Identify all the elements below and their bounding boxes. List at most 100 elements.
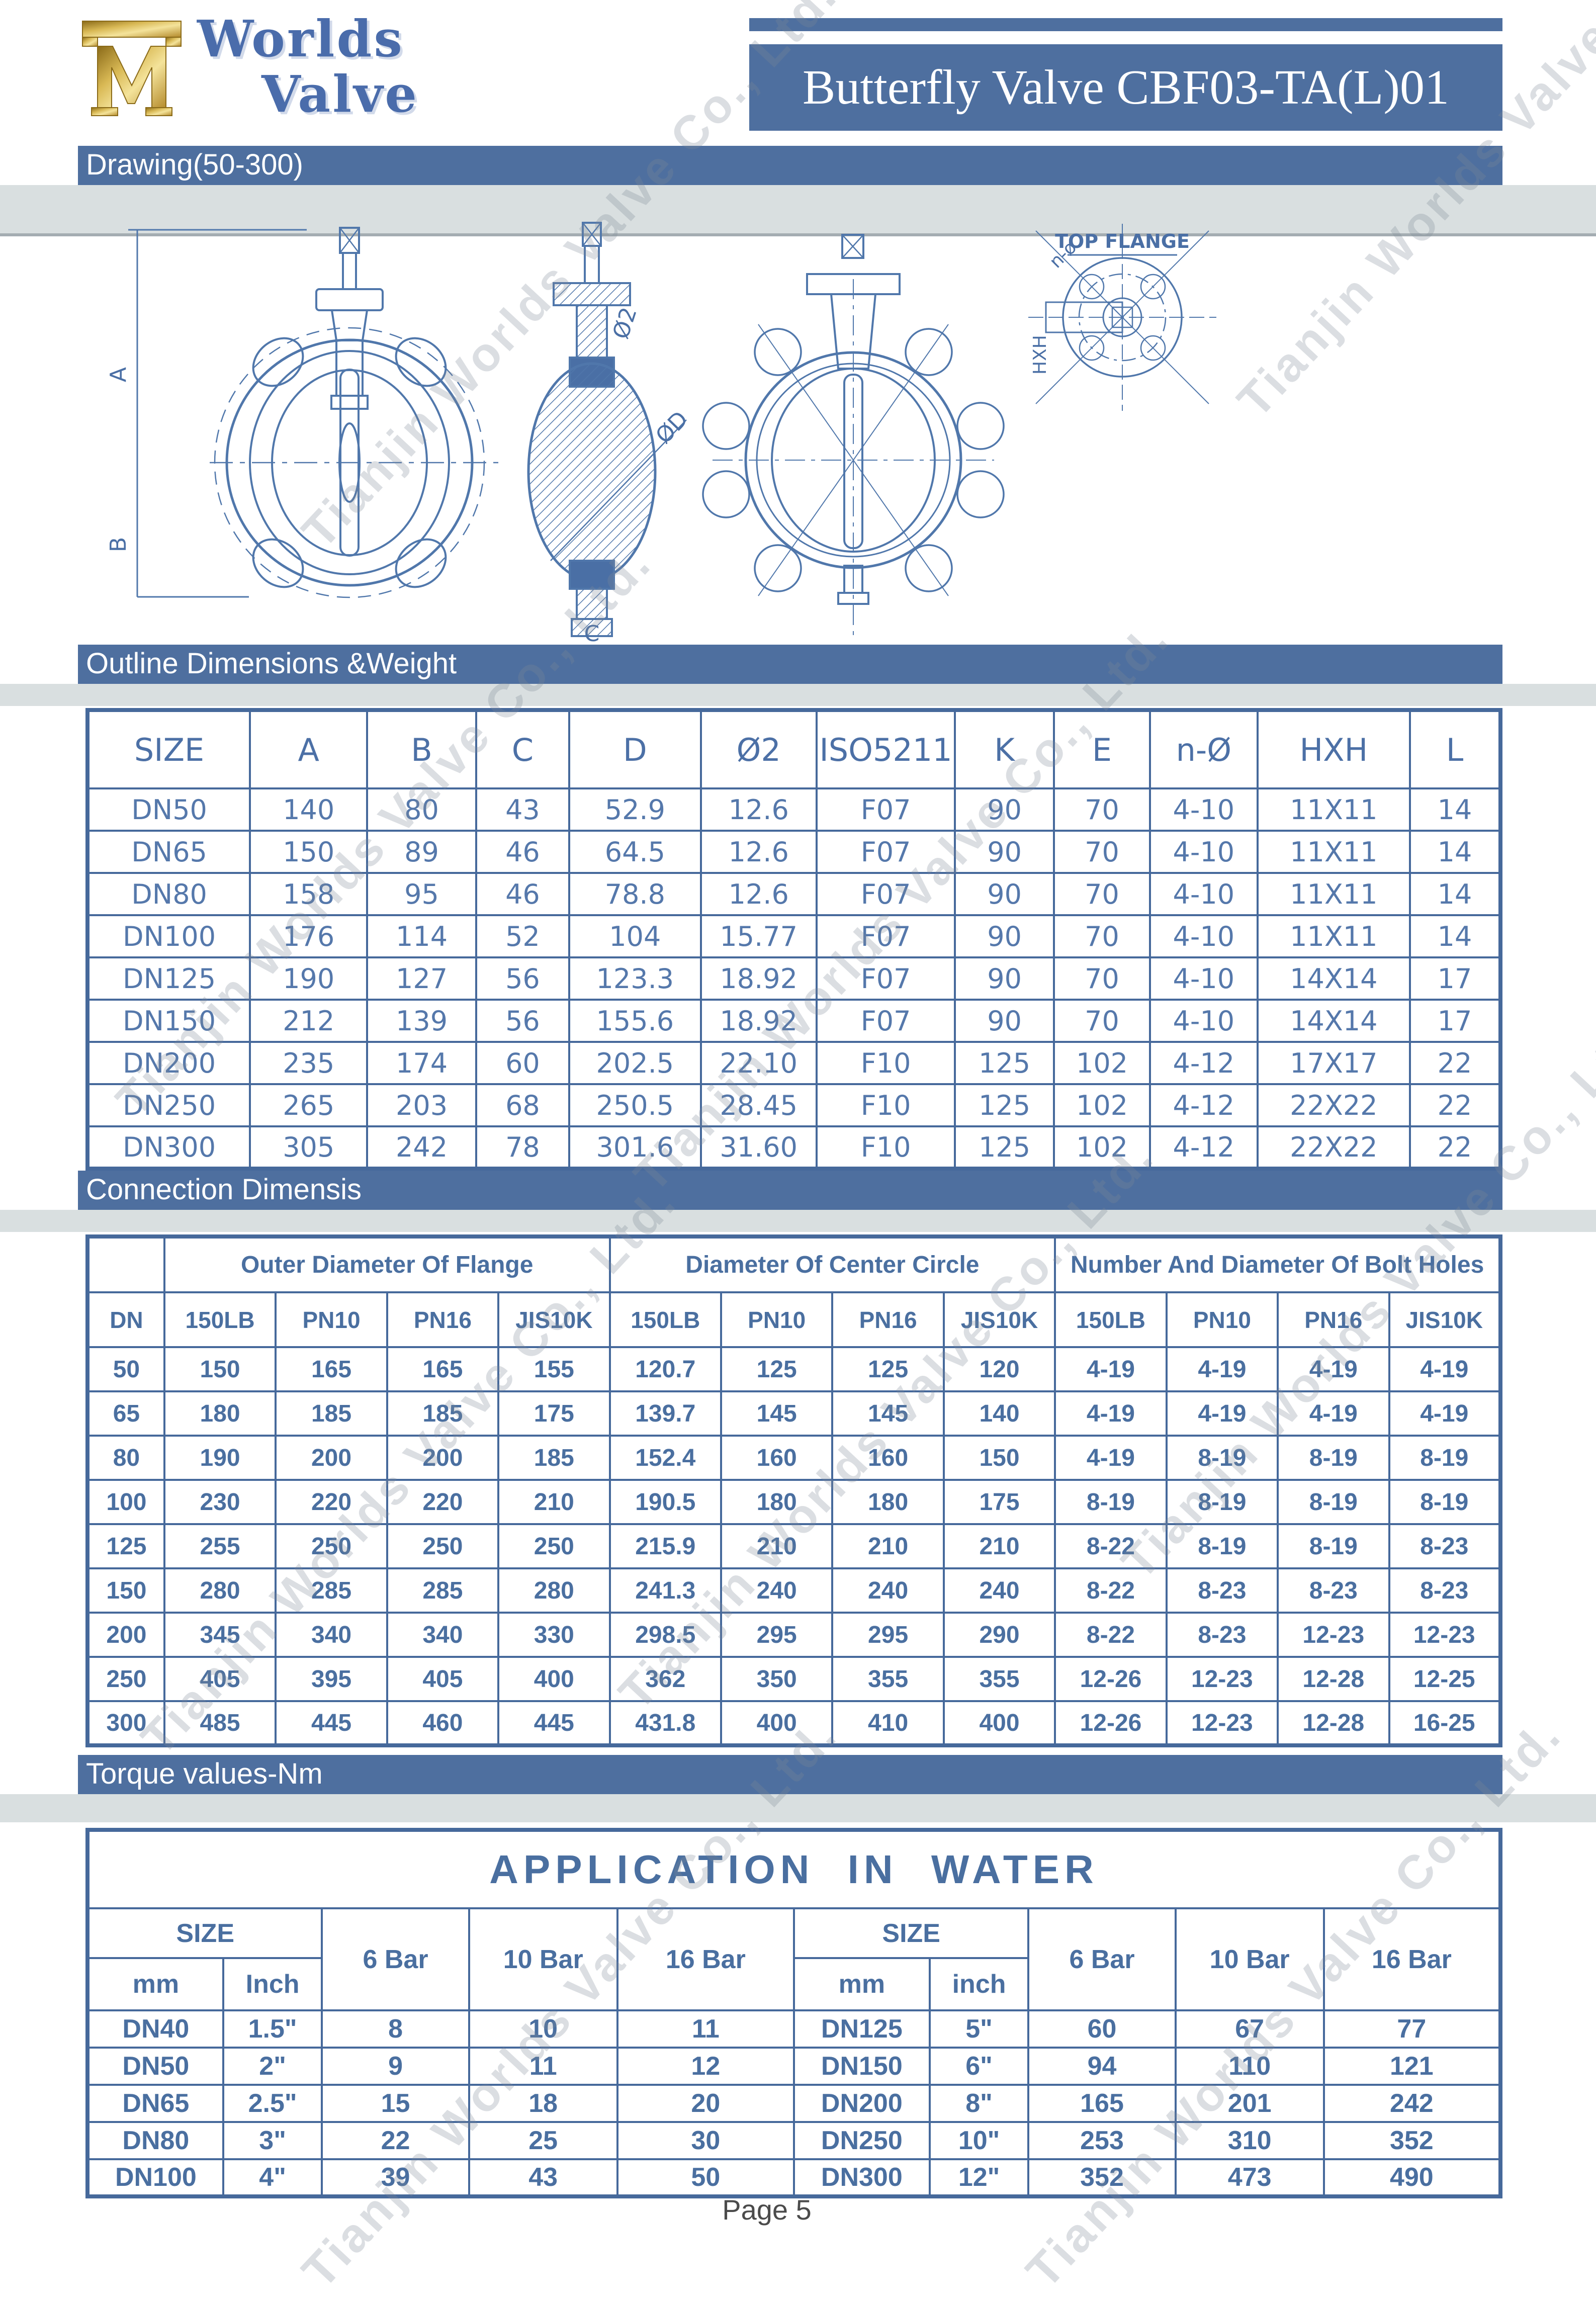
col-c: C — [475, 709, 571, 789]
table-cell: 60 — [475, 1041, 571, 1085]
table-cell: 8-19 — [1165, 1479, 1279, 1525]
table-cell: 240 — [831, 1567, 945, 1614]
table-cell: 240 — [720, 1567, 834, 1614]
logo-text-worlds: Worlds — [197, 9, 404, 68]
table-cell: 241.3 — [608, 1567, 722, 1614]
table-cell: 17 — [1409, 956, 1501, 1001]
application-size-header-row: SIZE 6 Bar 10 Bar 16 Bar SIZE 6 Bar 10 B… — [86, 1907, 1502, 2011]
table-cell: 160 — [720, 1435, 834, 1481]
table-cell: 301.6 — [568, 1125, 702, 1170]
col-phi2: Ø2 — [699, 709, 818, 789]
group-bolt-holes: Number And Diameter Of Bolt Holes — [1054, 1235, 1501, 1293]
table-cell: 140 — [249, 787, 369, 832]
table-cell: 250 — [497, 1523, 611, 1569]
table-cell: 4-12 — [1149, 1083, 1259, 1127]
table-cell: DN125 — [86, 956, 251, 1001]
page-title: Butterfly Valve CBF03-TA(L)01 — [749, 44, 1502, 131]
table-cell: 56 — [475, 956, 571, 1001]
col-b: B — [366, 709, 477, 789]
table-cell: 355 — [831, 1656, 945, 1702]
table-cell: 125 — [954, 1083, 1055, 1127]
table-cell: 200 — [275, 1435, 388, 1481]
table-row: DN150 212 139 56 155.6 18.92 F07 90 70 4-10 14X14 1… — [86, 999, 1501, 1043]
table-cell: F07 — [815, 956, 956, 1001]
col-l: L — [1409, 709, 1501, 789]
table-cell: 340 — [386, 1612, 500, 1658]
table-cell: 77 — [1322, 2009, 1502, 2049]
table-cell: 8-22 — [1054, 1523, 1168, 1569]
table-row: DN125 190 127 56 123.3 18.92 F07 90 70 4-10 14X14 1… — [86, 956, 1501, 1001]
table-cell: 22 — [1409, 1041, 1501, 1085]
table-cell: 120.7 — [608, 1346, 722, 1392]
table-row: 65 180 185 185 175 139.7 145 145 140 4-19 4-19 4-19… — [86, 1390, 1501, 1437]
table-cell: 190.5 — [608, 1479, 722, 1525]
table-cell: 212 — [249, 999, 369, 1043]
table-cell: 90 — [954, 914, 1055, 958]
table-cell: 8-19 — [1277, 1435, 1390, 1481]
col-hxh: HXH — [1256, 709, 1411, 789]
table-cell: 190 — [249, 956, 369, 1001]
section-view-drawing — [527, 222, 687, 637]
table-cell: 215.9 — [608, 1523, 722, 1569]
table-cell: 4-10 — [1149, 914, 1259, 958]
table-cell: 305 — [249, 1125, 369, 1170]
table-cell: 155 — [497, 1346, 611, 1392]
table-cell: DN200 — [86, 1041, 251, 1085]
table-cell: 210 — [831, 1523, 945, 1569]
dim-label-phi2: Ø2 — [608, 304, 642, 342]
table-cell: 253 — [1027, 2121, 1177, 2160]
table-cell: 14 — [1409, 787, 1501, 832]
connection-sub-header-row: DN 150LB PN10 PN16 JIS10K 150LB PN10 PN1… — [86, 1291, 1501, 1348]
table-cell: 220 — [386, 1479, 500, 1525]
col-inch: inch — [928, 1957, 1030, 2011]
col-mm: mm — [792, 1957, 931, 2011]
table-cell: 242 — [1322, 2084, 1502, 2123]
col-dn: DN — [86, 1291, 165, 1348]
table-cell: 102 — [1052, 1083, 1151, 1127]
table-cell: 152.4 — [608, 1435, 722, 1481]
table-cell: DN50 — [86, 787, 251, 832]
table-cell: 139 — [366, 999, 477, 1043]
table-cell: 4-19 — [1388, 1346, 1501, 1392]
table-cell: 4-19 — [1054, 1435, 1168, 1481]
table-cell: 90 — [954, 956, 1055, 1001]
table-cell: 150 — [163, 1346, 277, 1392]
table-cell: 8-19 — [1277, 1479, 1390, 1525]
table-cell: 22.10 — [699, 1041, 818, 1085]
col-150lb: 150LB — [163, 1291, 277, 1348]
table-cell: 11X11 — [1256, 914, 1411, 958]
table-cell: 355 — [942, 1656, 1056, 1702]
table-cell: 180 — [720, 1479, 834, 1525]
table-cell: 280 — [497, 1567, 611, 1614]
table-cell: 11X11 — [1256, 830, 1411, 874]
table-cell: 4-19 — [1277, 1390, 1390, 1437]
table-cell: 150 — [249, 830, 369, 874]
table-cell: 473 — [1174, 2158, 1325, 2197]
table-cell: 28.45 — [699, 1083, 818, 1127]
table-cell: 210 — [497, 1479, 611, 1525]
table-cell: DN65 — [86, 830, 251, 874]
table-cell: 12.6 — [699, 787, 818, 832]
col-pn10: PN10 — [720, 1291, 834, 1348]
table-row: DN65 2.5" 15 18 20 DN200 8" 165 201 242 — [86, 2084, 1502, 2123]
table-cell: 11 — [468, 2047, 618, 2086]
table-cell: 46 — [475, 830, 571, 874]
table-cell: F07 — [815, 872, 956, 916]
table-cell: F10 — [815, 1083, 956, 1127]
table-row: DN50 140 80 43 52.9 12.6 F07 90 70 4-10 11X11 14 — [86, 787, 1501, 832]
table-cell: 100 — [86, 1479, 165, 1525]
table-cell: 18 — [468, 2084, 618, 2123]
table-row: DN200 235 174 60 202.5 22.10 F10 125 102 4-12 17X1… — [86, 1041, 1501, 1085]
table-cell: 210 — [720, 1523, 834, 1569]
table-cell: 31.60 — [699, 1125, 818, 1170]
table-cell: 43 — [468, 2158, 618, 2197]
table-cell: 4-12 — [1149, 1041, 1259, 1085]
table-cell: DN150 — [86, 999, 251, 1043]
table-cell: 235 — [249, 1041, 369, 1085]
table-cell: 300 — [86, 1700, 165, 1746]
table-cell: 17X17 — [1256, 1041, 1411, 1085]
outline-header-row: SIZE A B C D Ø2 ISO5211 K E n-Ø HXH L — [86, 709, 1501, 789]
table-cell: 242 — [366, 1125, 477, 1170]
table-cell: 180 — [163, 1390, 277, 1437]
table-cell: 174 — [366, 1041, 477, 1085]
